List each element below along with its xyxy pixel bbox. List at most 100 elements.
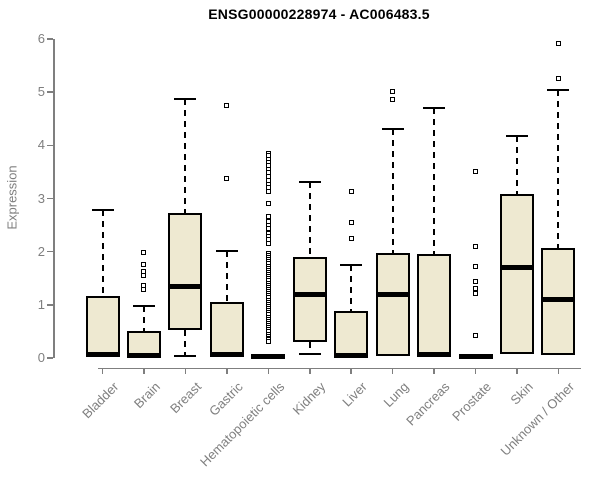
upper-whisker-cap [215,249,238,252]
x-tick-label: Skin [507,379,536,408]
outlier-point [265,200,271,206]
outlier-point [265,188,271,194]
x-tick-label: Pancreas [403,379,453,429]
outlier-point [390,89,396,95]
x-tick [226,368,228,374]
y-tick [47,250,53,253]
x-tick [267,368,270,374]
y-tick-label: 0 [37,350,45,365]
upper-whisker-cap [298,181,321,184]
lower-whisker-cap [174,355,197,358]
median-line [458,353,493,359]
upper-whisker [308,182,311,257]
outlier-point [141,287,147,293]
upper-whisker [225,250,228,303]
outlier-point [473,169,479,175]
x-tick [143,368,145,374]
y-tick-label: 5 [37,84,45,100]
outlier-point [473,290,479,296]
x-tick-label: Liver [339,379,370,410]
outlier-point [555,75,561,81]
outlier-point [141,250,147,256]
outlier-point [473,279,479,285]
upper-whisker [391,129,394,254]
outlier-point [348,188,354,194]
y-tick [47,91,53,93]
outlier-point [555,40,561,46]
outlier-point [348,220,354,226]
median-line [126,352,161,358]
lower-whisker [308,341,311,354]
x-tick-label: Kidney [289,379,329,418]
y-tick [47,38,53,40]
outlier-point [265,225,271,231]
x-tick-label: Unknown / Other [497,379,578,459]
upper-whisker [142,306,145,332]
y-tick-label: 6 [37,31,45,46]
x-tick-label: Gastric [205,379,246,419]
y-tick-label: 3 [37,190,45,206]
y-tick [47,304,53,306]
x-tick [309,368,311,374]
lower-whisker-cap [298,352,321,355]
median-line [168,283,203,289]
median-line [251,353,286,359]
outlier-point [390,96,396,102]
x-tick [391,368,394,374]
y-tick-label: 4 [37,137,45,153]
upper-whisker-cap [381,128,404,131]
box-iqr [375,253,410,357]
upper-whisker-cap [340,263,363,266]
y-tick-label: 2 [37,243,45,259]
upper-whisker [516,136,518,195]
outlier-point [224,103,230,109]
chart-title: ENSG00000228974 - AC006483.5 [208,6,430,22]
box-iqr [334,310,369,357]
x-tick [350,368,352,374]
upper-whisker-cap [547,88,570,91]
y-tick [47,144,53,147]
box-iqr [85,295,120,357]
upper-whisker-cap [423,107,446,110]
outlier-point [265,339,271,345]
x-tick [557,368,560,374]
upper-whisker-cap [174,97,197,100]
box-iqr [417,254,452,357]
upper-whisker [350,264,353,311]
outlier-point [265,240,271,246]
x-tick [516,368,518,374]
box-iqr [209,302,244,357]
upper-whisker-cap [132,305,155,308]
x-tick [433,368,435,374]
median-line [417,352,452,358]
median-line [292,292,327,298]
median-line [209,352,244,358]
outlier-point [265,214,271,220]
outlier-point [473,263,479,269]
x-tick-label: Bladder [78,379,122,422]
x-tick [184,368,187,374]
x-tick [474,368,477,374]
median-line [85,352,120,358]
upper-whisker-cap [506,135,528,138]
box-iqr [168,213,203,331]
lower-whisker [184,330,187,357]
upper-whisker [101,210,104,296]
upper-whisker [557,89,560,249]
x-tick-label: Breast [166,379,205,417]
outlier-point [348,236,354,242]
x-tick-label: Prostate [449,379,495,424]
upper-whisker-cap [91,209,114,212]
outlier-point [141,262,147,268]
x-tick-label: Brain [130,379,163,412]
outlier-point [473,244,479,250]
outlier-point [473,332,479,338]
y-tick-label: 1 [37,296,45,312]
x-tick [101,368,104,374]
upper-whisker [184,98,187,214]
outlier-point [141,269,147,275]
y-tick [47,357,53,359]
y-tick [47,197,53,200]
outlier-point [224,176,230,182]
